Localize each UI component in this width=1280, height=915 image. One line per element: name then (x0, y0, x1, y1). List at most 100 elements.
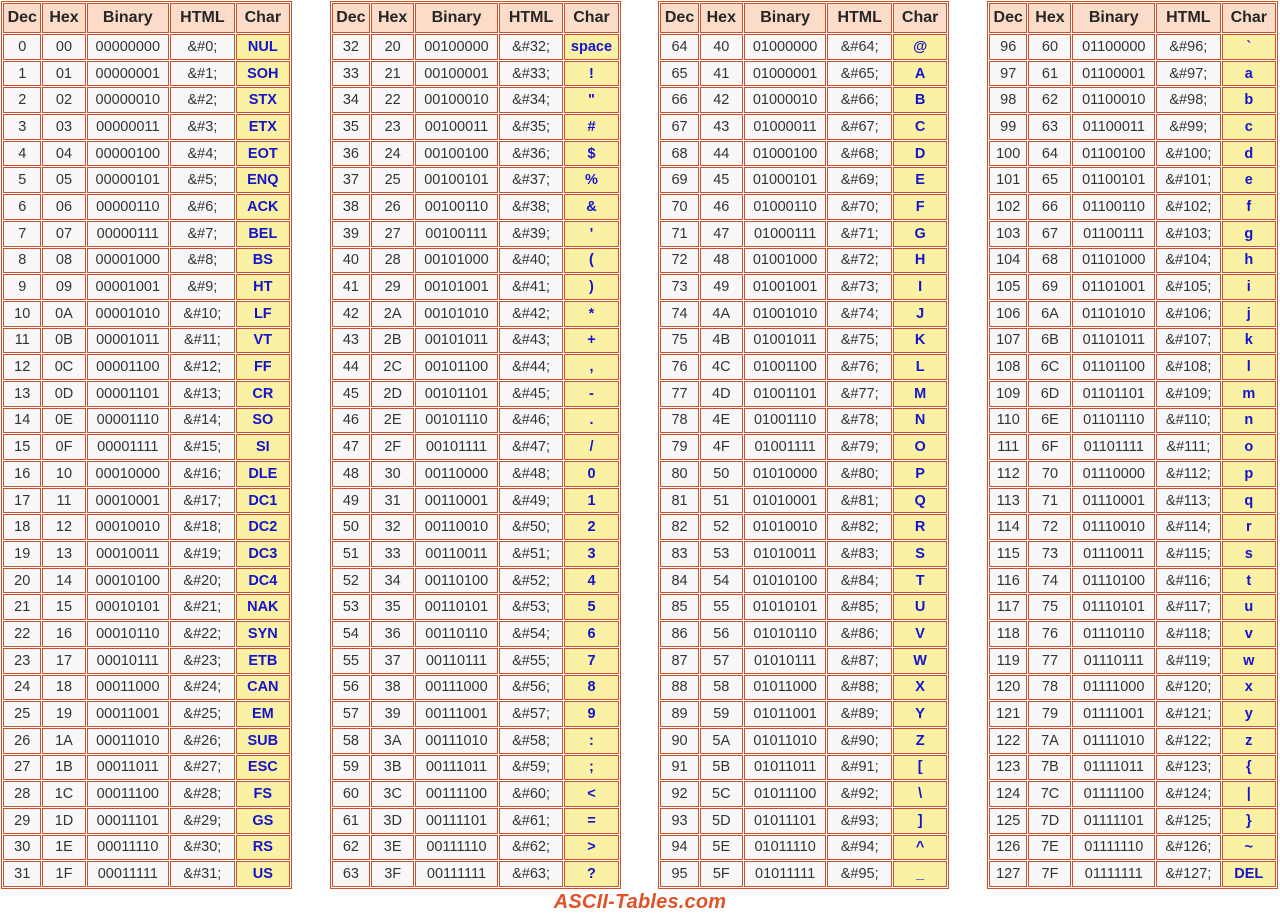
binary-cell: 00010011 (86, 541, 170, 567)
hex-cell: 52 (699, 514, 743, 541)
table-row: 123 7B 01111011 &#123;{ (988, 754, 1276, 781)
binary-cell: 00111010 (415, 727, 498, 754)
table-row: 102 66 01100110 &#102; f (988, 194, 1276, 220)
binary-cell: 00011010 (86, 727, 170, 754)
char-cell: u (1221, 594, 1276, 621)
table-row: 66 42 01000010 &#66; B (660, 87, 948, 114)
html-cell: &#95; (827, 861, 892, 887)
dec-cell: 82 (660, 514, 699, 541)
char-cell: C (892, 114, 948, 140)
table-row: 71 47 01000111 &#71; G (660, 220, 948, 247)
table-row: 114 72 01110010 &#114; r (988, 514, 1276, 541)
html-cell: &#66; (827, 87, 892, 114)
hex-cell: 07 (42, 220, 86, 247)
binary-cell: 01110011 (1072, 541, 1156, 567)
table-row: 36 24 00100100 &#36; $ (331, 140, 619, 167)
dec-cell: 38 (331, 194, 371, 220)
char-cell: | (1221, 781, 1276, 807)
char-cell: I (892, 274, 948, 300)
hex-cell: 53 (699, 541, 743, 567)
table-row: 11 0B 00001011 &#11; VT (3, 327, 290, 354)
html-cell: &#72; (827, 247, 892, 274)
column-header-char: Char (235, 3, 290, 33)
table-row: 121 79 01111001 &#121; y (988, 701, 1276, 727)
dec-cell: 85 (660, 594, 699, 621)
table-row: 48 30 00110000 &#48; 0 (331, 461, 619, 487)
char-cell: space (564, 34, 619, 60)
char-cell: E (892, 167, 948, 194)
dec-cell: 45 (331, 380, 371, 407)
binary-cell: 00000010 (86, 87, 170, 114)
hex-cell: 51 (699, 487, 743, 514)
html-cell: &#68; (827, 140, 892, 167)
binary-cell: 01010110 (743, 621, 827, 647)
column-header-hex: Hex (42, 3, 86, 33)
html-cell: &#118; (1156, 621, 1221, 647)
dec-cell: 113 (988, 487, 1028, 514)
binary-cell: 00111011 (415, 754, 498, 781)
table-row: 27 1B 00011011 &#27; ESC (3, 754, 290, 781)
html-cell: &#107; (1156, 327, 1221, 354)
char-cell: ] (892, 807, 948, 834)
char-cell: q (1221, 487, 1276, 514)
binary-cell: 01110100 (1072, 567, 1156, 594)
html-cell: &#16; (170, 461, 235, 487)
dec-cell: 107 (988, 327, 1028, 354)
column-header-dec: Dec (988, 3, 1028, 33)
ascii-table-0-31: Dec Hex Binary HTML Char 0 00 00000000 &#0; NUL 1 0… (1, 1, 292, 889)
hex-cell: 35 (371, 594, 415, 621)
binary-cell: 00110010 (415, 514, 498, 541)
html-cell: &#1; (170, 60, 235, 87)
binary-cell: 00010110 (86, 621, 170, 647)
dec-cell: 55 (331, 647, 371, 674)
table-row: 105 69 01101001 &#105; i (988, 274, 1276, 300)
binary-cell: 01010101 (743, 594, 827, 621)
hex-cell: 00 (42, 34, 86, 60)
table-row: 22 16 00010110 &#22; SYN (3, 621, 290, 647)
char-cell: < (564, 781, 619, 807)
hex-cell: 1B (42, 754, 86, 781)
binary-cell: 00001101 (86, 380, 170, 407)
html-cell: &#40; (498, 247, 564, 274)
html-cell: &#28; (170, 781, 235, 807)
hex-cell: 0F (42, 434, 86, 460)
site-brand-link[interactable]: ASCII-Tables.com (553, 891, 727, 913)
char-cell: b (1221, 87, 1276, 114)
html-cell: &#8; (170, 247, 235, 274)
dec-cell: 21 (3, 594, 42, 621)
table-row: 83 53 01010011 &#83; S (660, 541, 948, 567)
binary-cell: 01110110 (1072, 621, 1156, 647)
dec-cell: 61 (331, 807, 371, 834)
html-cell: &#44; (498, 354, 564, 380)
column-header-html: HTML (827, 3, 892, 33)
table-row: 73 49 01001001 &#73; I (660, 274, 948, 300)
hex-cell: 33 (371, 541, 415, 567)
hex-cell: 67 (1028, 220, 1072, 247)
hex-cell: 27 (371, 220, 415, 247)
char-cell: } (1221, 807, 1276, 834)
html-cell: &#17; (170, 487, 235, 514)
html-cell: &#31; (170, 861, 235, 887)
hex-cell: 24 (371, 140, 415, 167)
binary-cell: 01101011 (1072, 327, 1156, 354)
table-row: 6 06 00000110 &#6; ACK (3, 194, 290, 220)
dec-cell: 78 (660, 407, 699, 434)
binary-cell: 01010111 (743, 647, 827, 674)
html-cell: &#71; (827, 220, 892, 247)
dec-cell: 40 (331, 247, 371, 274)
table-row: 23 17 00010111 &#23; ETB (3, 647, 290, 674)
dec-cell: 12 (3, 354, 42, 380)
hex-cell: 1C (42, 781, 86, 807)
binary-cell: 00010111 (86, 647, 170, 674)
binary-cell: 00101011 (415, 327, 498, 354)
char-cell: j (1221, 300, 1276, 327)
ascii-table-96-127: Dec Hex Binary HTML Char 96 60 01100000 &#96; ` 97… (986, 1, 1278, 889)
dec-cell: 15 (3, 434, 42, 460)
table-row: 101 65 01100101 &#101; e (988, 167, 1276, 194)
char-cell: 9 (564, 701, 619, 727)
binary-cell: 00110101 (415, 594, 498, 621)
dec-cell: 111 (988, 434, 1028, 460)
char-cell: VT (235, 327, 290, 354)
html-cell: &#123; (1156, 754, 1221, 781)
table-row: 41 29 00101001 &#41;) (331, 274, 619, 300)
